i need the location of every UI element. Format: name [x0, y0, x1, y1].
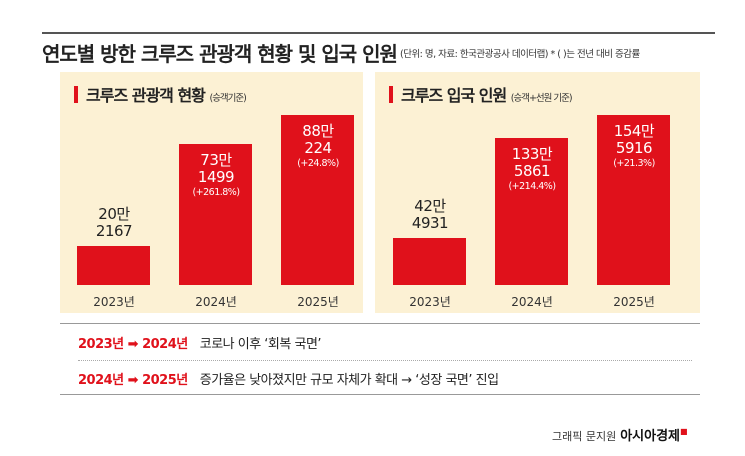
bar — [77, 246, 150, 285]
panel-title-text: 크루즈 입국 인원 — [401, 86, 507, 105]
value-man: 42만 — [414, 197, 446, 216]
title-marker — [74, 86, 78, 103]
bar — [281, 115, 354, 285]
change-rate: (+21.3%) — [613, 158, 655, 169]
title-marker — [389, 86, 393, 103]
credit-author: 그래픽 문지원 — [552, 430, 617, 443]
note-period: 2023년 ➡ 2024년 — [78, 337, 188, 352]
note-row: 2024년 ➡ 2025년 증가율은 낮아졌지만 규모 자체가 확대 → ‘성장 … — [78, 369, 499, 388]
change-rate: (+261.8%) — [192, 187, 240, 199]
bar — [597, 115, 670, 285]
x-tick-label: 2024년 — [195, 295, 237, 309]
bar — [495, 138, 568, 285]
chart-panel: 크루즈 입국 인원 (승객+선원 기준) 42만 4931 2023년 133만 5861… — [375, 72, 700, 313]
value-rest: 2167 — [95, 222, 133, 241]
x-tick-label: 2025년 — [297, 295, 339, 309]
x-tick-label: 2024년 — [511, 295, 553, 309]
panel-title: 크루즈 입국 인원 (승객+선원 기준) — [389, 82, 573, 106]
bar — [179, 144, 252, 285]
value-man: 88만 — [302, 122, 334, 140]
change-rate: (+24.8%) — [297, 158, 339, 169]
chart-panel: 크루즈 관광객 현황 (승객기준) 20만 2167 2023년 73만 1499 (+26… — [60, 72, 363, 313]
value-man: 133만 — [511, 145, 553, 164]
note-text: 코로나 이후 ‘회복 국면’ — [199, 337, 322, 352]
brand-logo: 아시아경제 — [620, 429, 681, 444]
notes-box: 2023년 ➡ 2024년 코로나 이후 ‘회복 국면’ 2024년 ➡ 2025… — [60, 323, 700, 395]
subtitle: (단위: 명, 자료: 한국관광공사 데이터랩) * ( )는 전년 대비 증감… — [400, 49, 640, 60]
bar — [393, 238, 466, 285]
panel-subtitle: (승객기준) — [209, 93, 246, 104]
credit: 그래픽 문지원 아시아경제■ — [552, 425, 688, 444]
x-tick-label: 2023년 — [409, 295, 451, 309]
value-man: 73만 — [200, 151, 232, 170]
panel-title-text: 크루즈 관광객 현황 — [86, 86, 206, 105]
note-period: 2024년 ➡ 2025년 — [78, 373, 188, 388]
top-rule — [42, 32, 715, 34]
note-text: 증가율은 낮아졌지만 규모 자체가 확대 → ‘성장 국면’ 진입 — [199, 373, 499, 388]
x-tick-label: 2023년 — [93, 295, 135, 309]
value-rest: 4931 — [411, 214, 449, 233]
data-label: 88만 224 (+24.8%) — [273, 123, 363, 171]
value-rest: 5861 — [513, 162, 551, 181]
data-label: 20만 2167 — [69, 206, 159, 240]
data-label: 154만 5916 (+21.3%) — [589, 123, 679, 171]
divider — [78, 360, 692, 361]
data-label: 133만 5861 (+214.4%) — [487, 146, 577, 194]
change-rate: (+214.4%) — [508, 181, 556, 193]
data-label: 73만 1499 (+261.8%) — [171, 152, 261, 200]
brand-mark-icon: ■ — [680, 427, 688, 436]
x-tick-label: 2025년 — [613, 295, 655, 309]
note-row: 2023년 ➡ 2024년 코로나 이후 ‘회복 국면’ — [78, 333, 322, 352]
value-rest: 224 — [304, 139, 332, 157]
value-rest: 5916 — [615, 139, 653, 157]
panel-title: 크루즈 관광객 현황 (승객기준) — [74, 82, 247, 106]
value-man: 154만 — [613, 122, 655, 140]
page-title: 연도별 방한 크루즈 관광객 현황 및 입국 인원 — [42, 42, 398, 66]
value-rest: 1499 — [197, 168, 235, 187]
value-man: 20만 — [98, 205, 130, 224]
panel-subtitle: (승객+선원 기준) — [510, 93, 573, 104]
data-label: 42만 4931 — [385, 198, 475, 232]
